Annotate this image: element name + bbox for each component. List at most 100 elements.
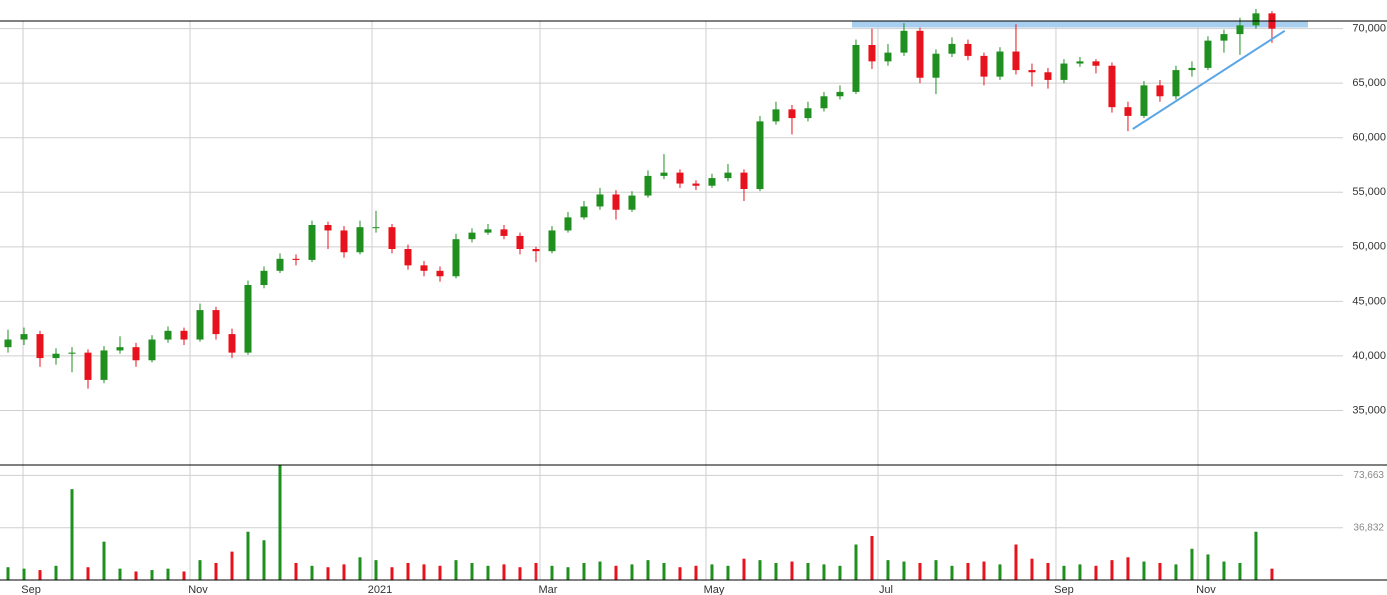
volume-bar — [198, 560, 202, 580]
candle-body — [500, 229, 508, 236]
volume-bar — [550, 565, 554, 580]
volume-bar — [582, 562, 586, 580]
candle-body — [644, 175, 652, 196]
volume-bar — [598, 561, 602, 580]
volume-bar — [886, 560, 890, 580]
candle-body — [68, 352, 76, 354]
candle-body — [164, 330, 172, 340]
volume-bar — [358, 557, 362, 580]
candle-body — [292, 258, 300, 260]
volume-bar — [1174, 564, 1178, 580]
candle-body — [900, 30, 908, 53]
volume-bar — [86, 567, 90, 580]
volume-bar — [406, 562, 410, 580]
candle-body — [244, 285, 252, 353]
candle-body — [372, 227, 380, 229]
volume-bar — [806, 562, 810, 580]
candle-body — [308, 225, 316, 260]
candle-body — [628, 195, 636, 210]
volume-bar — [1158, 562, 1162, 580]
y-tick-label: 70,000 — [1352, 23, 1386, 35]
candle-body — [420, 265, 428, 271]
x-tick-label: Mar — [539, 584, 558, 595]
volume-bar — [758, 560, 762, 580]
volume-bar — [1030, 558, 1034, 580]
volume-bar — [1062, 565, 1066, 580]
volume-bar — [38, 570, 42, 580]
candle-body — [452, 239, 460, 277]
candle-body — [804, 108, 812, 119]
volume-bar — [774, 562, 778, 580]
y-tick-label: 60,000 — [1352, 132, 1386, 144]
y-tick-label: 35,000 — [1352, 404, 1386, 416]
volume-bar — [246, 531, 250, 580]
x-tick-label: Sep — [1054, 584, 1074, 595]
candle-body — [580, 206, 588, 218]
candle-body — [868, 45, 876, 62]
volume-bar — [950, 565, 954, 580]
y-tick-label: 50,000 — [1352, 241, 1386, 253]
candle-body — [516, 235, 524, 249]
volume-bar — [262, 540, 266, 580]
candle-body — [1188, 67, 1196, 71]
candle-body — [724, 172, 732, 179]
volume-bar — [470, 562, 474, 580]
candle-body — [772, 109, 780, 122]
volume-bar — [566, 567, 570, 580]
y-tick-label: 65,000 — [1352, 77, 1386, 89]
volume-bar — [1190, 548, 1194, 580]
volume-bar — [486, 565, 490, 580]
volume-bar — [182, 571, 186, 580]
candle-body — [84, 352, 92, 380]
x-tick-label: Nov — [1196, 584, 1216, 595]
volume-bar — [54, 565, 58, 580]
candle-body — [20, 334, 28, 340]
volume-bar — [390, 567, 394, 580]
candle-body — [1076, 61, 1084, 64]
candle-body — [1204, 40, 1212, 68]
candle-body — [1236, 25, 1244, 35]
volume-bar — [118, 568, 122, 580]
candle-body — [324, 225, 332, 231]
candle-body — [148, 339, 156, 361]
volume-bar — [230, 551, 234, 580]
volume-bar — [918, 562, 922, 580]
volume-bar — [982, 561, 986, 580]
y-tick-label: 40,000 — [1352, 350, 1386, 362]
volume-bar — [102, 541, 106, 580]
candle-body — [740, 172, 748, 189]
candle-body — [484, 229, 492, 233]
candle-body — [100, 350, 108, 380]
volume-bar — [790, 561, 794, 580]
candle-body — [276, 258, 284, 271]
candle-body — [468, 232, 476, 240]
candle-body — [788, 109, 796, 119]
volume-bar — [214, 562, 218, 580]
volume-bar — [646, 560, 650, 580]
candle-body — [1220, 34, 1228, 41]
volume-bar — [1206, 554, 1210, 580]
volume-bar — [150, 570, 154, 580]
volume-bar — [1142, 561, 1146, 580]
candle-body — [1140, 85, 1148, 116]
candle-body — [692, 183, 700, 186]
volume-bar — [854, 544, 858, 580]
volume-bar — [630, 564, 634, 580]
volume-bar — [534, 562, 538, 580]
volume-bar — [166, 568, 170, 580]
volume-bar — [310, 565, 314, 580]
volume-bar — [1014, 544, 1018, 580]
candle-body — [116, 347, 124, 351]
volume-bar — [1110, 560, 1114, 580]
candle-body — [196, 310, 204, 340]
volume-bar — [134, 571, 138, 580]
candle-body — [756, 121, 764, 189]
volume-bar — [662, 562, 666, 580]
volume-bar — [342, 564, 346, 580]
candle-body — [964, 43, 972, 56]
candle-body — [596, 194, 604, 207]
y-tick-label: 36,832 — [1353, 522, 1384, 533]
candle-body — [36, 334, 44, 359]
volume-bar — [966, 562, 970, 580]
